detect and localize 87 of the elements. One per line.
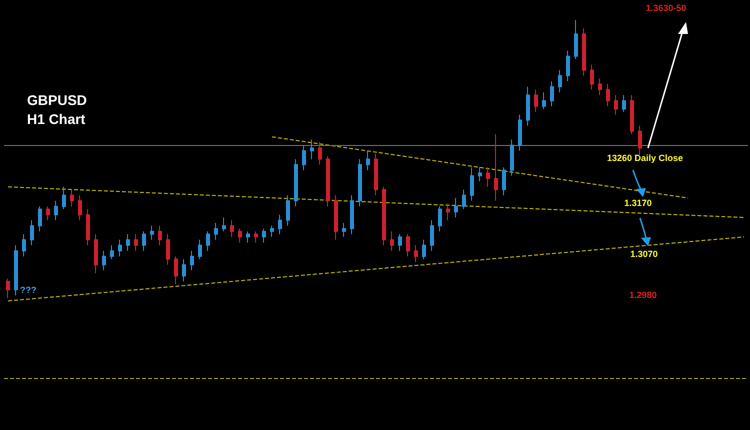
candlestick bbox=[518, 114, 522, 152]
candlestick bbox=[110, 244, 114, 260]
candlestick bbox=[254, 230, 258, 243]
text: 1.3630-50 bbox=[646, 3, 686, 13]
candlestick bbox=[614, 94, 618, 116]
candlestick bbox=[406, 234, 410, 257]
candlestick bbox=[286, 194, 290, 226]
candlestick bbox=[630, 94, 634, 135]
annotation: ??? bbox=[20, 285, 36, 295]
candlestick bbox=[398, 234, 402, 252]
candlestick bbox=[374, 153, 378, 196]
candlestick bbox=[334, 194, 338, 240]
candlestick bbox=[294, 158, 298, 207]
candlestick bbox=[126, 234, 130, 252]
candlestick bbox=[542, 92, 546, 110]
candlestick bbox=[430, 220, 434, 252]
candlestick bbox=[558, 70, 562, 93]
candlestick bbox=[6, 278, 10, 299]
candlestick bbox=[310, 139, 314, 160]
candlestick bbox=[262, 228, 266, 243]
candlestick bbox=[510, 139, 514, 176]
text: GBPUSD bbox=[27, 92, 87, 108]
candlestick bbox=[134, 234, 138, 252]
candlestick bbox=[326, 156, 330, 207]
annotation: 1.3170 bbox=[624, 198, 652, 208]
candlestick bbox=[102, 250, 106, 271]
candlestick bbox=[550, 80, 554, 107]
candlestick bbox=[70, 189, 74, 207]
text: H1 Chart bbox=[27, 111, 86, 127]
candlestick bbox=[62, 186, 66, 210]
candlestick bbox=[190, 250, 194, 271]
candlestick bbox=[390, 230, 394, 252]
candlestick bbox=[446, 203, 450, 221]
candlestick bbox=[454, 198, 458, 218]
candlestick bbox=[350, 194, 354, 235]
candlestick bbox=[270, 225, 274, 238]
candlestick bbox=[86, 208, 90, 246]
candlestick bbox=[478, 166, 482, 182]
candlestick bbox=[78, 194, 82, 221]
candlestick bbox=[486, 166, 490, 188]
annotation: 13260 Daily Close bbox=[606, 153, 684, 163]
candlestick bbox=[358, 158, 362, 207]
candlestick bbox=[246, 230, 250, 243]
candlestick bbox=[574, 20, 578, 60]
candlestick bbox=[494, 134, 498, 202]
candlestick bbox=[278, 214, 282, 235]
candlestick bbox=[46, 206, 50, 221]
candlestick bbox=[422, 239, 426, 260]
candlestick bbox=[198, 239, 202, 260]
candlestick bbox=[534, 89, 538, 112]
candlestick bbox=[142, 230, 146, 252]
candlestick bbox=[150, 225, 154, 240]
candlestick bbox=[366, 150, 370, 171]
candlestick bbox=[318, 142, 322, 166]
candlestick bbox=[622, 94, 626, 112]
candlestick bbox=[174, 256, 178, 285]
candlestick bbox=[54, 200, 58, 221]
candlestick bbox=[526, 86, 530, 126]
candlestick bbox=[606, 84, 610, 107]
candlestick bbox=[582, 28, 586, 76]
candlestick bbox=[30, 220, 34, 246]
candlestick bbox=[470, 166, 474, 202]
candlestick bbox=[94, 234, 98, 274]
candlestick bbox=[38, 206, 42, 232]
candlestick bbox=[118, 239, 122, 257]
candlestick bbox=[382, 186, 386, 246]
candlestick bbox=[342, 222, 346, 238]
candlestick bbox=[14, 244, 18, 296]
candlestick bbox=[182, 258, 186, 282]
candlestick bbox=[22, 234, 26, 257]
candlestick bbox=[438, 206, 442, 232]
annotation: 1.3070 bbox=[630, 249, 658, 259]
candlestick bbox=[462, 189, 466, 210]
candlestick bbox=[414, 244, 418, 262]
candlestick bbox=[590, 64, 594, 90]
candlestick bbox=[166, 234, 170, 266]
candlestick bbox=[502, 166, 506, 196]
annotation: 1.2980 bbox=[629, 290, 657, 300]
candlestick bbox=[206, 230, 210, 252]
candlestick bbox=[214, 222, 218, 240]
candlestick bbox=[302, 144, 306, 171]
candlestick bbox=[230, 220, 234, 238]
candlestick bbox=[158, 225, 162, 246]
candlestick bbox=[222, 216, 226, 232]
candlestick bbox=[238, 228, 242, 243]
candlestick bbox=[598, 78, 602, 96]
candlestick bbox=[566, 50, 570, 82]
